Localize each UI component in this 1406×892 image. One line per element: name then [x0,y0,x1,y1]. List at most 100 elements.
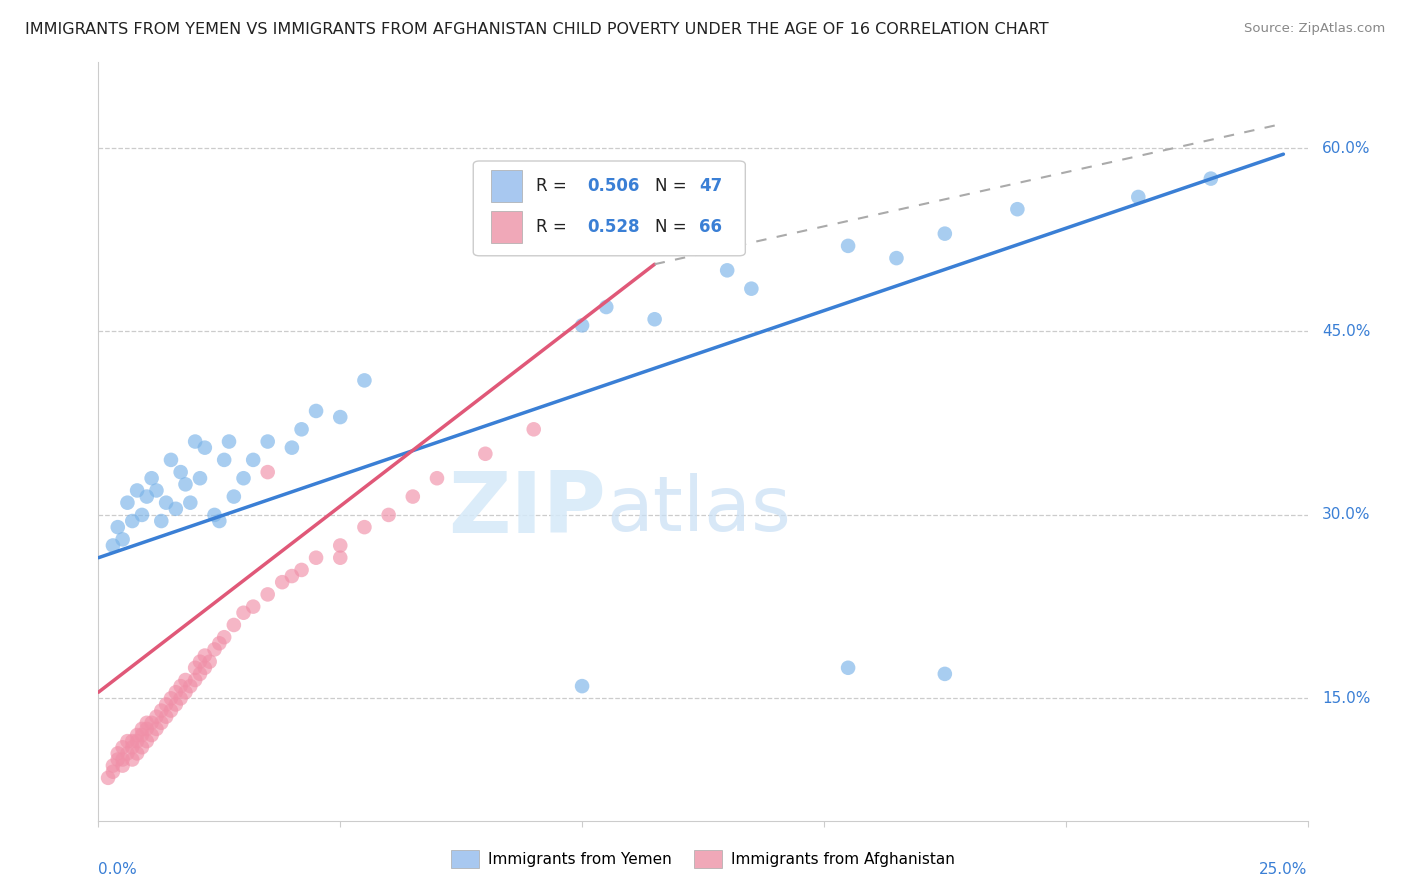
Point [141,471,163,485]
Point [145,722,167,736]
Point [194,441,217,455]
Point [145,709,167,723]
Text: Source: ZipAtlas.com: Source: ZipAtlas.com [1244,22,1385,36]
Point [117,734,139,748]
Text: ZIP: ZIP [449,468,606,551]
Point [1199,171,1222,186]
Point [121,740,143,755]
Point [165,501,187,516]
Point [135,722,157,736]
Point [160,453,183,467]
Point [305,404,328,418]
Point [329,550,352,565]
Point [160,704,183,718]
Point [271,575,294,590]
Point [402,490,425,504]
Text: atlas: atlas [606,473,792,547]
Point [127,747,149,761]
Point [232,606,254,620]
Point [934,227,956,241]
Point [256,587,278,601]
Point [117,747,139,761]
Point [329,539,352,553]
Point [97,771,120,785]
Point [107,747,129,761]
Point [107,752,129,766]
Point [160,691,183,706]
Point [571,318,593,333]
Point [150,715,173,730]
Point [716,263,738,277]
Point [174,673,197,687]
Point [281,569,304,583]
Text: 0.0%: 0.0% [98,863,138,878]
Point [208,636,231,650]
FancyBboxPatch shape [474,161,745,256]
Point [886,251,908,265]
Point [131,740,153,755]
Text: R =: R = [536,177,572,195]
Text: 30.0%: 30.0% [1322,508,1371,523]
Point [174,477,197,491]
Point [111,752,134,766]
Text: 25.0%: 25.0% [1260,863,1308,878]
Point [127,734,149,748]
Point [281,441,304,455]
Point [242,453,264,467]
Point [165,698,187,712]
FancyBboxPatch shape [492,211,522,243]
Text: 66: 66 [699,218,723,236]
Text: IMMIGRANTS FROM YEMEN VS IMMIGRANTS FROM AFGHANISTAN CHILD POVERTY UNDER THE AGE: IMMIGRANTS FROM YEMEN VS IMMIGRANTS FROM… [25,22,1049,37]
Point [169,679,191,693]
Point [101,764,124,779]
Point [256,465,278,479]
Point [155,709,177,723]
Point [212,630,235,644]
Legend: Immigrants from Yemen, Immigrants from Afghanistan: Immigrants from Yemen, Immigrants from A… [444,844,962,873]
Text: 15.0%: 15.0% [1322,690,1371,706]
Point [232,471,254,485]
Point [290,422,312,436]
Point [111,533,134,547]
Point [145,483,167,498]
Point [121,734,143,748]
Point [194,648,217,663]
Point [188,655,211,669]
Point [523,422,546,436]
FancyBboxPatch shape [492,170,522,202]
Point [169,465,191,479]
Point [222,618,245,632]
Text: N =: N = [655,218,692,236]
Point [121,514,143,528]
Point [184,673,207,687]
Point [169,691,191,706]
Point [131,722,153,736]
Point [174,685,197,699]
Point [1128,190,1150,204]
Point [131,728,153,742]
Point [111,740,134,755]
Text: 0.506: 0.506 [586,177,640,195]
Point [212,453,235,467]
Text: 45.0%: 45.0% [1322,324,1371,339]
Point [117,496,139,510]
Point [184,434,207,449]
Point [194,661,217,675]
Text: 60.0%: 60.0% [1322,141,1371,155]
Point [353,520,375,534]
Point [179,496,201,510]
Point [179,679,201,693]
Point [150,704,173,718]
Point [135,734,157,748]
Point [155,496,177,510]
Point [101,539,124,553]
Point [305,550,328,565]
Point [135,490,157,504]
Point [184,661,207,675]
Point [204,508,226,522]
Point [740,282,762,296]
Point [426,471,449,485]
Point [837,661,859,675]
Point [188,666,211,681]
Point [141,728,163,742]
